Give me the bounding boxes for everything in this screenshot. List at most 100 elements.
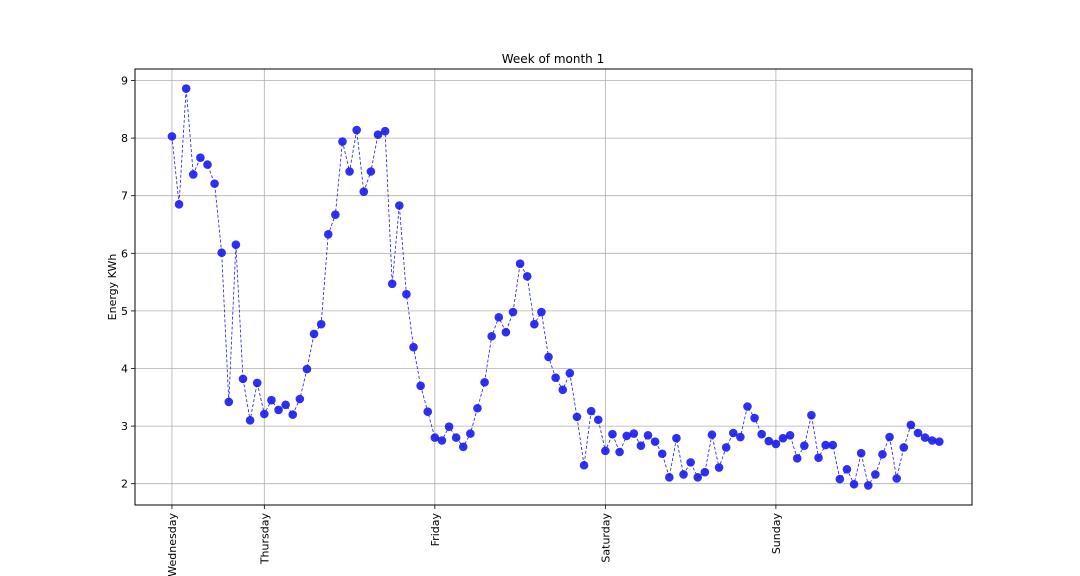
y-tick-label: 6 <box>121 247 128 260</box>
data-point <box>416 381 425 391</box>
y-tick-label: 5 <box>121 305 128 318</box>
data-point <box>295 394 305 404</box>
gridlines <box>135 69 972 505</box>
data-point <box>494 312 504 322</box>
data-point <box>849 479 859 489</box>
data-point <box>622 431 631 441</box>
data-point <box>508 307 518 317</box>
data-point <box>444 422 454 431</box>
data-point <box>899 443 909 452</box>
data-point <box>686 458 695 467</box>
data-point <box>281 400 290 410</box>
data-point <box>558 385 568 395</box>
data-point <box>672 433 681 443</box>
data-point <box>927 436 937 445</box>
data-point <box>345 167 354 176</box>
data-point <box>174 200 184 209</box>
data-point <box>679 470 688 479</box>
y-tick-label: 2 <box>121 478 128 491</box>
data-point <box>593 415 603 425</box>
data-point <box>203 160 212 169</box>
data-point <box>167 132 177 141</box>
data-point <box>892 474 901 483</box>
data-point <box>828 440 838 450</box>
data-point <box>629 429 639 438</box>
data-point <box>402 289 411 299</box>
data-point <box>487 331 496 341</box>
data-point <box>380 126 390 136</box>
data-point <box>913 428 923 438</box>
data-point <box>316 319 326 329</box>
data-point <box>800 441 809 450</box>
data-point <box>530 319 539 329</box>
data-point <box>302 364 312 374</box>
x-axis: Wednesday Thursday Friday Saturday Sunday <box>166 505 783 576</box>
data-point <box>920 433 930 442</box>
data-point <box>352 125 361 135</box>
data-point <box>437 436 447 445</box>
data-point <box>458 442 468 452</box>
data-point <box>430 433 440 442</box>
data-point <box>395 201 404 210</box>
data-point <box>636 441 646 450</box>
data-point <box>707 430 717 440</box>
x-tick-label: Thursday <box>258 513 271 566</box>
y-tick-label: 7 <box>121 190 128 203</box>
data-point <box>288 410 298 419</box>
data-point <box>935 437 944 446</box>
x-tick-label: Saturday <box>599 513 612 563</box>
data-point <box>423 407 433 416</box>
y-tick-label: 8 <box>121 132 128 145</box>
data-point <box>515 259 525 268</box>
data-point <box>842 464 852 474</box>
data-point <box>650 437 660 446</box>
data-point <box>323 230 333 239</box>
data-point <box>807 410 816 420</box>
x-tick-label: Sunday <box>770 513 783 555</box>
data-point <box>750 413 759 423</box>
data-point <box>373 130 383 139</box>
plot-area-frame <box>134 68 973 506</box>
data-point <box>657 449 667 459</box>
data-point <box>565 368 575 378</box>
data-point <box>231 240 241 249</box>
data-point <box>785 431 795 440</box>
y-tick-label: 9 <box>121 75 128 88</box>
data-point <box>537 307 546 317</box>
data-point <box>856 448 866 458</box>
data-point <box>210 179 219 188</box>
data-point <box>821 440 830 450</box>
y-axis-label: Energy KWh <box>106 254 119 321</box>
data-point <box>885 432 894 442</box>
data-point <box>778 433 788 443</box>
data-point <box>544 352 553 362</box>
data-point <box>764 436 774 446</box>
data-point <box>771 439 781 449</box>
data-point <box>615 447 624 457</box>
data-point <box>331 210 340 220</box>
series-layer <box>167 84 944 490</box>
data-point <box>188 170 198 179</box>
data-point <box>728 428 738 438</box>
data-point <box>224 397 234 407</box>
y-axis: 2 3 4 5 6 7 8 9 <box>121 75 135 491</box>
data-point <box>792 454 802 463</box>
data-point <box>196 153 205 162</box>
data-point <box>551 373 560 383</box>
data-point <box>906 420 916 430</box>
data-point <box>267 395 276 405</box>
chart-title: Week of month 1 <box>502 52 604 66</box>
data-point <box>181 84 191 93</box>
data-point <box>522 272 532 281</box>
data-point <box>338 137 347 146</box>
x-tick-label: Friday <box>429 513 442 547</box>
data-point <box>721 443 731 452</box>
data-point <box>309 329 319 339</box>
data-point <box>878 450 887 459</box>
data-point <box>743 402 752 411</box>
data-point <box>260 409 269 419</box>
data-point <box>601 446 610 456</box>
data-point <box>693 473 703 482</box>
data-point <box>466 429 475 438</box>
